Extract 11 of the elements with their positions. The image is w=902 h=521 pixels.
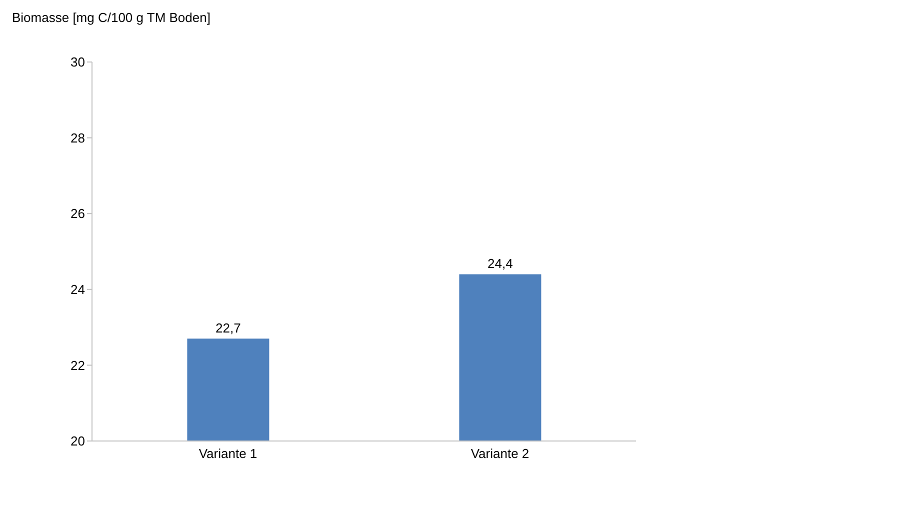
y-tick-label: 20: [70, 434, 85, 449]
y-tick-label: 22: [70, 358, 85, 373]
y-tick-label: 30: [70, 54, 85, 70]
x-tick-label: Variante 1: [198, 446, 258, 462]
data-label: 22,7: [216, 320, 241, 336]
x-tick-label: Variante 2: [470, 446, 530, 462]
data-label: 24,4: [488, 256, 513, 272]
y-tick-label: 26: [70, 206, 85, 222]
y-tick-label: 28: [70, 130, 85, 146]
y-tick-label: 24: [70, 282, 85, 298]
y-axis-title: Biomasse [mg C/100 g TM Boden]: [12, 10, 210, 25]
